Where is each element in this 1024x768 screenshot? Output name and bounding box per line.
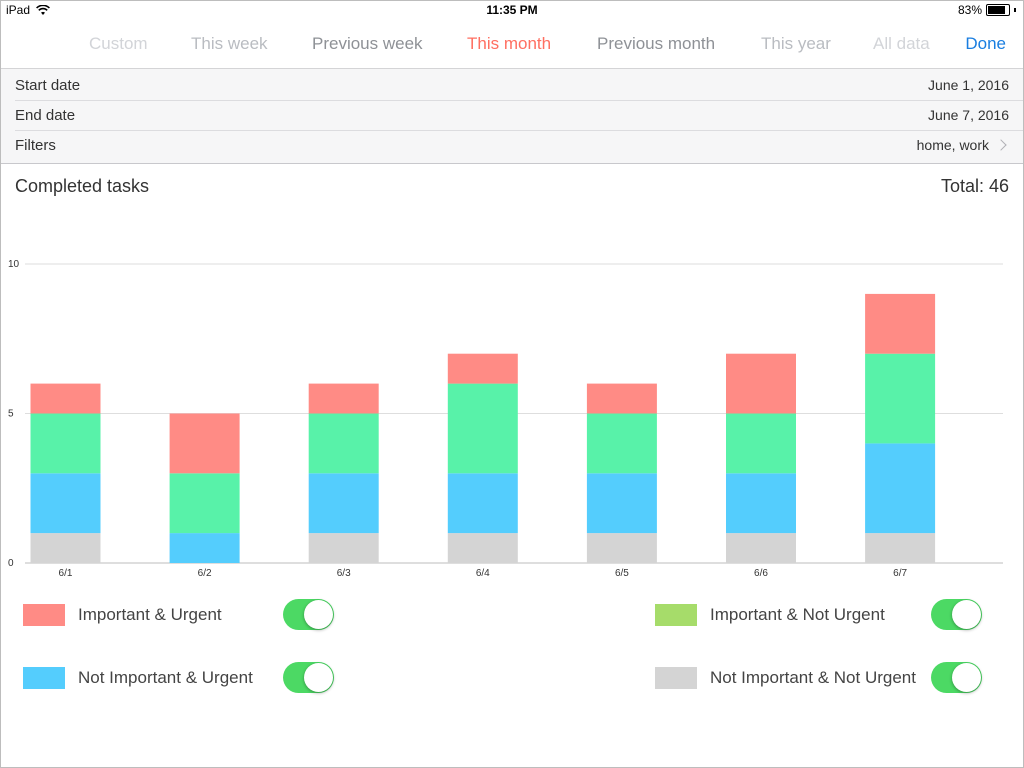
x-tick-label: 6/5: [615, 568, 629, 579]
legend-swatch: [655, 667, 697, 689]
bar-segment: [726, 533, 796, 563]
bar-segment: [586, 473, 657, 534]
bar-segment: [169, 473, 240, 534]
legend-label: Not Important & Urgent: [78, 668, 253, 687]
legend-item-important-urgent: Important & Urgent: [23, 596, 343, 636]
date-filter-panel: Start date June 1, 2016 End date June 7,…: [0, 68, 1024, 164]
end-date-label: End date: [15, 107, 76, 124]
bar-segment: [726, 353, 796, 414]
x-tick-label: 6/4: [476, 568, 490, 579]
chevron-right-icon: [995, 139, 1007, 151]
legend-item-not-important-not-urgent: Not Important & Not Urgent: [655, 659, 995, 699]
completed-tasks-chart: 0 5 10 6/1 6/2 6/3 6/4 6/5 6/6 6/7: [8, 259, 1003, 579]
legend-item-important-not-urgent: Important & Not Urgent: [655, 596, 995, 636]
bar-segment: [586, 413, 657, 474]
bar-segment: [30, 383, 101, 414]
start-date-value: June 1, 2016: [928, 77, 1009, 93]
filters-value: home, work: [916, 137, 989, 153]
legend-label: Not Important & Not Urgent: [710, 668, 916, 687]
legend-swatch: [655, 604, 697, 626]
bar-segment: [865, 443, 936, 534]
status-bar: iPad 11:35 PM 83%: [0, 0, 1024, 20]
legend-swatch: [23, 604, 65, 626]
bar-segment: [308, 383, 379, 414]
bar-segment: [30, 413, 101, 474]
battery-icon: [986, 4, 1010, 16]
status-right: 83%: [958, 3, 1016, 17]
important-urgent-toggle[interactable]: [283, 599, 334, 630]
legend-item-not-important-urgent: Not Important & Urgent: [23, 659, 343, 699]
not-important-urgent-toggle[interactable]: [283, 662, 334, 693]
toggle-knob: [304, 600, 333, 629]
x-tick-label: 6/2: [198, 568, 212, 579]
y-tick-label: 0: [8, 558, 14, 569]
chart-title: Completed tasks: [15, 176, 150, 196]
start-date-label: Start date: [15, 77, 81, 94]
bar-segment: [169, 533, 240, 563]
tab-this-year[interactable]: This year: [761, 34, 831, 53]
status-left: iPad: [6, 3, 50, 17]
toggle-knob: [952, 600, 981, 629]
bar-segment: [726, 413, 796, 474]
bar-segment: [308, 533, 379, 563]
end-date-value: June 7, 2016: [928, 107, 1009, 123]
end-date-row[interactable]: End date June 7, 2016: [15, 100, 1009, 130]
bar-segment: [447, 533, 518, 563]
y-tick-label: 10: [8, 259, 20, 270]
x-tick-label: 6/1: [59, 568, 73, 579]
start-date-row[interactable]: Start date June 1, 2016: [15, 70, 1009, 100]
bar-segment: [30, 473, 101, 534]
filters-value-group: home, work: [917, 137, 1009, 153]
total-count: Total: 46: [940, 176, 1009, 196]
bar-segment: [447, 383, 518, 474]
date-range-bar: Custom This week Previous week This mont…: [0, 20, 1024, 68]
tab-previous-week[interactable]: Previous week: [312, 34, 423, 53]
bar-segment: [865, 533, 936, 563]
x-tick-label: 6/7: [893, 568, 907, 579]
battery-percent: 83%: [957, 3, 982, 17]
bar-segment: [586, 383, 657, 414]
battery-cap: [1014, 8, 1016, 12]
divider: [15, 100, 1024, 101]
filters-label: Filters: [15, 137, 56, 154]
bar-segment: [308, 413, 379, 474]
x-tick-label: 6/3: [337, 568, 351, 579]
bar-segment: [447, 473, 518, 534]
device-name: iPad: [6, 3, 31, 17]
bar-segment: [30, 533, 101, 563]
toggle-knob: [952, 663, 981, 692]
legend-swatch: [23, 667, 65, 689]
tab-all-data[interactable]: All data: [873, 34, 930, 53]
status-time: 11:35 PM: [486, 3, 538, 17]
divider: [15, 130, 1024, 131]
x-tick-label: 6/6: [754, 568, 768, 579]
legend-label: Important & Not Urgent: [710, 605, 885, 624]
bar-segment: [308, 473, 379, 534]
not-important-not-urgent-toggle[interactable]: [931, 662, 982, 693]
bar-segment: [447, 353, 518, 384]
tab-previous-month[interactable]: Previous month: [597, 34, 716, 53]
filters-row[interactable]: Filters home, work: [15, 130, 1009, 160]
tab-this-week[interactable]: This week: [191, 34, 268, 53]
bar-segment: [865, 353, 936, 444]
tab-this-month[interactable]: This month: [467, 34, 552, 53]
tab-custom[interactable]: Custom: [89, 34, 148, 53]
legend-label: Important & Urgent: [78, 605, 222, 624]
bar-segment: [726, 473, 796, 534]
bar-segment: [586, 533, 657, 563]
important-not-urgent-toggle[interactable]: [931, 599, 982, 630]
done-button[interactable]: Done: [965, 34, 1006, 53]
toggle-knob: [304, 663, 333, 692]
wifi-icon: [36, 4, 50, 15]
bar-segment: [865, 293, 936, 354]
y-tick-label: 5: [8, 409, 14, 420]
bar-segment: [169, 413, 240, 474]
